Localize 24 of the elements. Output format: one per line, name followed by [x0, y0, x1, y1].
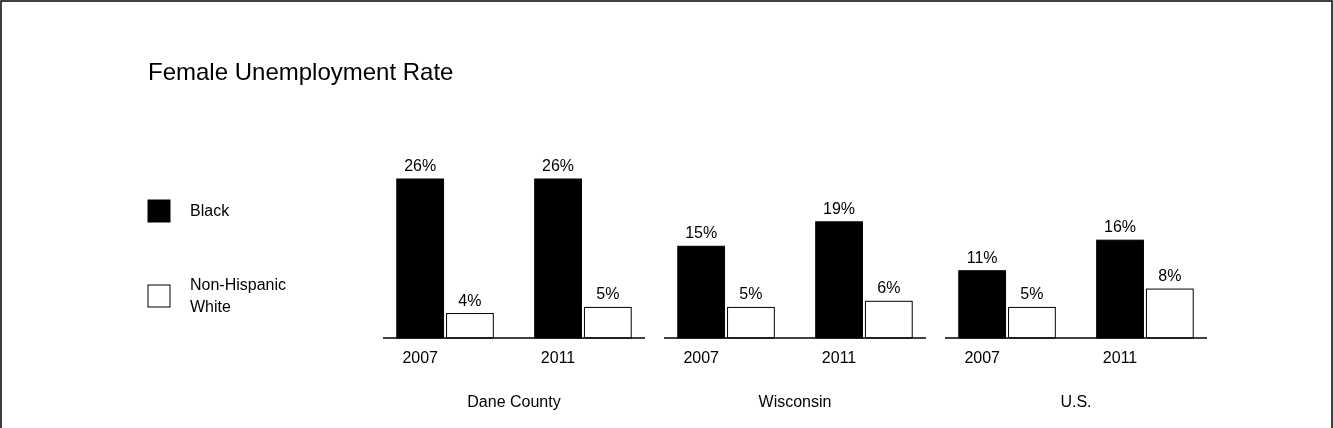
data-label: 4% — [458, 291, 482, 309]
x-axis-title: Wisconsin — [758, 393, 832, 410]
x-tick-label: 2011 — [1102, 349, 1138, 366]
data-label: 6% — [877, 279, 901, 297]
data-label: 26% — [404, 157, 437, 174]
x-tick-label: 2007 — [683, 349, 720, 366]
x-tick-label: 2011 — [821, 349, 857, 366]
x-axis-title: Dane County — [467, 393, 561, 410]
data-label: 5% — [596, 285, 620, 303]
x-tick-label: 2007 — [402, 349, 439, 366]
data-label: 16% — [1104, 218, 1137, 236]
data-label: 19% — [823, 199, 856, 217]
legend-label: Non-Hispanic White — [190, 276, 287, 315]
data-label: 26% — [542, 157, 575, 174]
chart-title: Female Unemployment Rate — [148, 58, 454, 85]
data-label: 11% — [966, 248, 998, 266]
data-label: 5% — [1020, 285, 1044, 303]
x-tick-label: 2011 — [540, 349, 576, 366]
data-label: 15% — [685, 224, 718, 242]
x-tick-label: 2007 — [964, 349, 1001, 366]
legend-label: Black — [190, 202, 231, 219]
x-axis-title: U.S. — [1060, 393, 1092, 410]
data-label: 8% — [1158, 267, 1182, 285]
data-label: 5% — [739, 285, 763, 303]
